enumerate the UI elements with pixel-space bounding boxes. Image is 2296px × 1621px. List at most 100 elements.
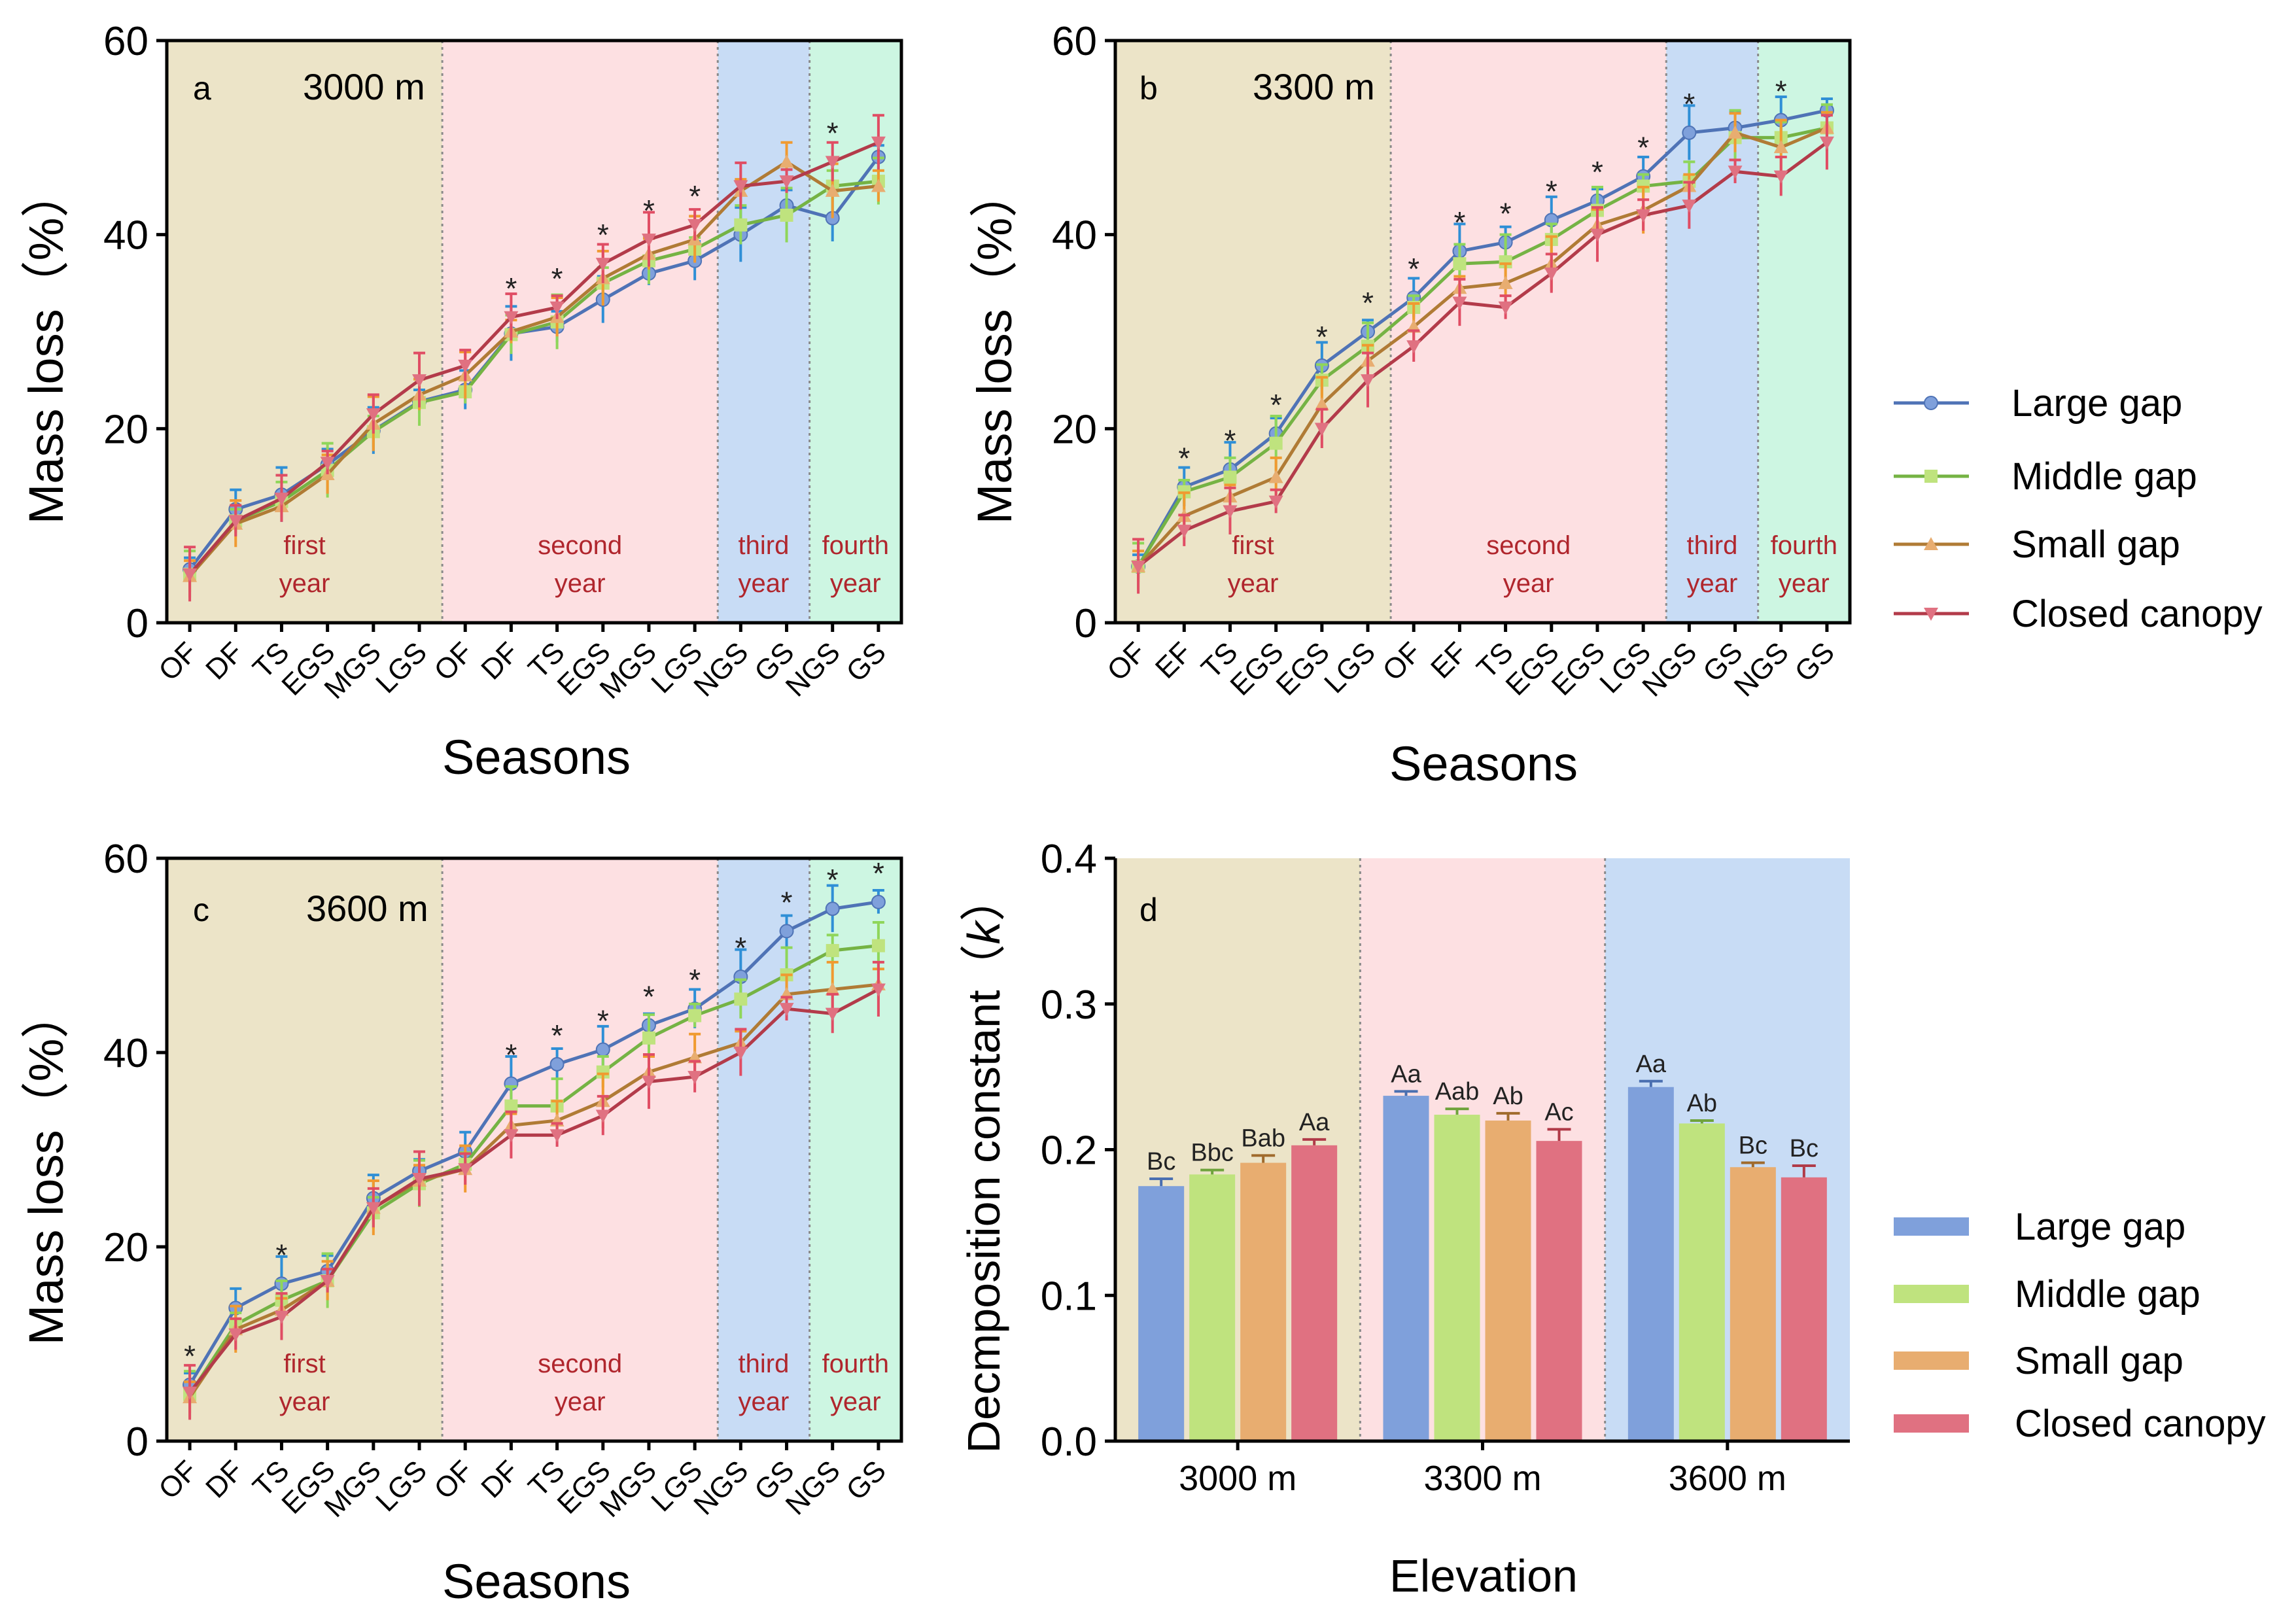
data-point-closed (504, 311, 519, 324)
data-point-closed (595, 1109, 610, 1123)
panel-b-ylabel: Mass loss（%） (967, 169, 1022, 525)
data-point-middle (1269, 436, 1283, 450)
bar-middle (1434, 1115, 1480, 1441)
series-line-middle (188, 179, 879, 576)
x-tick-label: GS (840, 636, 892, 688)
panel-d: Bc Bbc Bab Aa Aa Aab Ab Ac Aa Ab Bc Bc 3000 m 3300 m… (958, 837, 1850, 1601)
panel-b-letter: b (1139, 70, 1158, 107)
legend-marker-closed (1924, 608, 1938, 621)
panel-a-significance-stars: * * * * * * (505, 116, 838, 305)
data-point-closed (412, 374, 427, 388)
panel-d-xlabel: Elevation (1389, 1550, 1578, 1601)
data-point-closed (1406, 340, 1421, 354)
data-point-middle (826, 944, 839, 958)
year-band-label-line2: year (279, 569, 330, 598)
y-tick-label: 60 (103, 19, 148, 64)
significance-star: * (873, 856, 884, 890)
bar-closed (1781, 1177, 1827, 1441)
data-point-closed (366, 1202, 381, 1215)
bar-label: Aa (1299, 1109, 1330, 1136)
year-band-1 (167, 41, 443, 623)
significance-star: * (597, 1004, 609, 1038)
panel-d-ylabel-text: Decmposition constant（ (958, 944, 1009, 1453)
data-point-closed (274, 493, 289, 506)
significance-star: * (1225, 424, 1236, 458)
data-point-closed (183, 1386, 198, 1400)
data-point-closed (183, 568, 198, 582)
plot-frame (165, 856, 903, 1443)
x-tick-label: EF (1425, 636, 1473, 684)
significance-star: * (1316, 320, 1328, 354)
y-tick-label: 60 (103, 837, 148, 882)
data-point-closed (366, 408, 381, 422)
x-tick-label: OF (152, 1454, 203, 1505)
x-tick-label: EF (1149, 636, 1198, 684)
data-point-closed (458, 1163, 473, 1177)
y-tick-label: 20 (103, 407, 148, 452)
panel-d-ylabel: Decmposition constant（k） (958, 875, 1009, 1453)
year-band-label-line2: year (279, 1387, 330, 1416)
significance-star: * (827, 116, 839, 150)
y-tick-label: 0.4 (1041, 837, 1097, 882)
series-closed (183, 114, 886, 602)
data-point-middle (871, 939, 885, 952)
bar-label: Ab (1687, 1090, 1717, 1117)
bar-label: Aa (1391, 1060, 1421, 1088)
year-band-label-line2: year (1228, 569, 1279, 598)
y-tick-label: 0 (1075, 601, 1097, 646)
series-line-closed (1137, 141, 1828, 568)
data-point-closed (1728, 166, 1743, 179)
panel-d-bars: Bc Bbc Bab Aa Aa Aab Ab Ac Aa Ab Bc Bc (1138, 1051, 1827, 1441)
legend-top-label: Closed canopy (2011, 593, 2263, 635)
series-line-closed (188, 141, 879, 576)
bar-small (1485, 1120, 1531, 1441)
data-point-closed (825, 1007, 840, 1021)
significance-star: * (551, 262, 563, 296)
year-band-2 (442, 41, 718, 623)
data-point-closed (1452, 296, 1467, 310)
legend-top-label: Middle gap (2011, 455, 2197, 498)
y-tick-label: 0.2 (1041, 1128, 1097, 1174)
panel-c: first year second year third year fourth year *… (19, 837, 903, 1609)
year-band-label-line1: second (538, 531, 622, 560)
panel-c-series (183, 884, 886, 1420)
legend-top-label: Small gap (2011, 523, 2180, 566)
significance-star: * (1775, 75, 1787, 109)
bar-label: Aa (1636, 1051, 1667, 1078)
panel-b-significance-stars: * * * * * * * * * * * * * (1178, 75, 1786, 476)
data-point-closed (320, 1274, 335, 1288)
legend-swatch-small (1894, 1351, 1969, 1370)
year-band-label-line1: first (283, 1350, 325, 1378)
data-point-closed (733, 1047, 748, 1060)
y-tick-label: 0.3 (1041, 983, 1097, 1028)
year-band-label-line2: year (739, 569, 790, 598)
bar-label: Bab (1241, 1124, 1285, 1152)
panel-d-ylabel-close: ） (958, 875, 1009, 921)
x-tick-label: LGS (370, 636, 433, 699)
panel-c-year-bands: first year second year third year fourth year (167, 858, 901, 1441)
legend-top-item-large: Large gap (1894, 382, 2182, 425)
year-band-2 (1391, 41, 1667, 623)
x-tick-label: OF (1101, 636, 1152, 687)
panel-a: first year second year third year fourth year *… (19, 19, 903, 784)
data-point-middle (734, 992, 748, 1006)
year-band-2 (442, 858, 718, 1441)
legend-bottom-label: Small gap (2015, 1340, 2183, 1382)
data-point-closed (871, 983, 886, 997)
legend-marker-middle (1924, 470, 1938, 483)
significance-star: * (184, 1339, 196, 1373)
year-band-label-line1: third (739, 531, 790, 560)
significance-star: * (643, 979, 655, 1013)
bar-closed (1536, 1141, 1582, 1441)
panel-c-ylabel: Mass loss（%） (19, 990, 73, 1346)
data-point-closed (1131, 560, 1146, 574)
data-point-middle (734, 218, 748, 232)
significance-star: * (1362, 286, 1374, 320)
data-point-closed (320, 457, 335, 470)
data-point-large (1682, 125, 1697, 140)
bar-label: Bc (1790, 1135, 1818, 1162)
x-tick-label: LGS (1318, 636, 1382, 699)
legend-swatch-large (1894, 1217, 1969, 1236)
data-point-middle (642, 1031, 655, 1045)
legend-top-item-closed: Closed canopy (1894, 593, 2263, 635)
